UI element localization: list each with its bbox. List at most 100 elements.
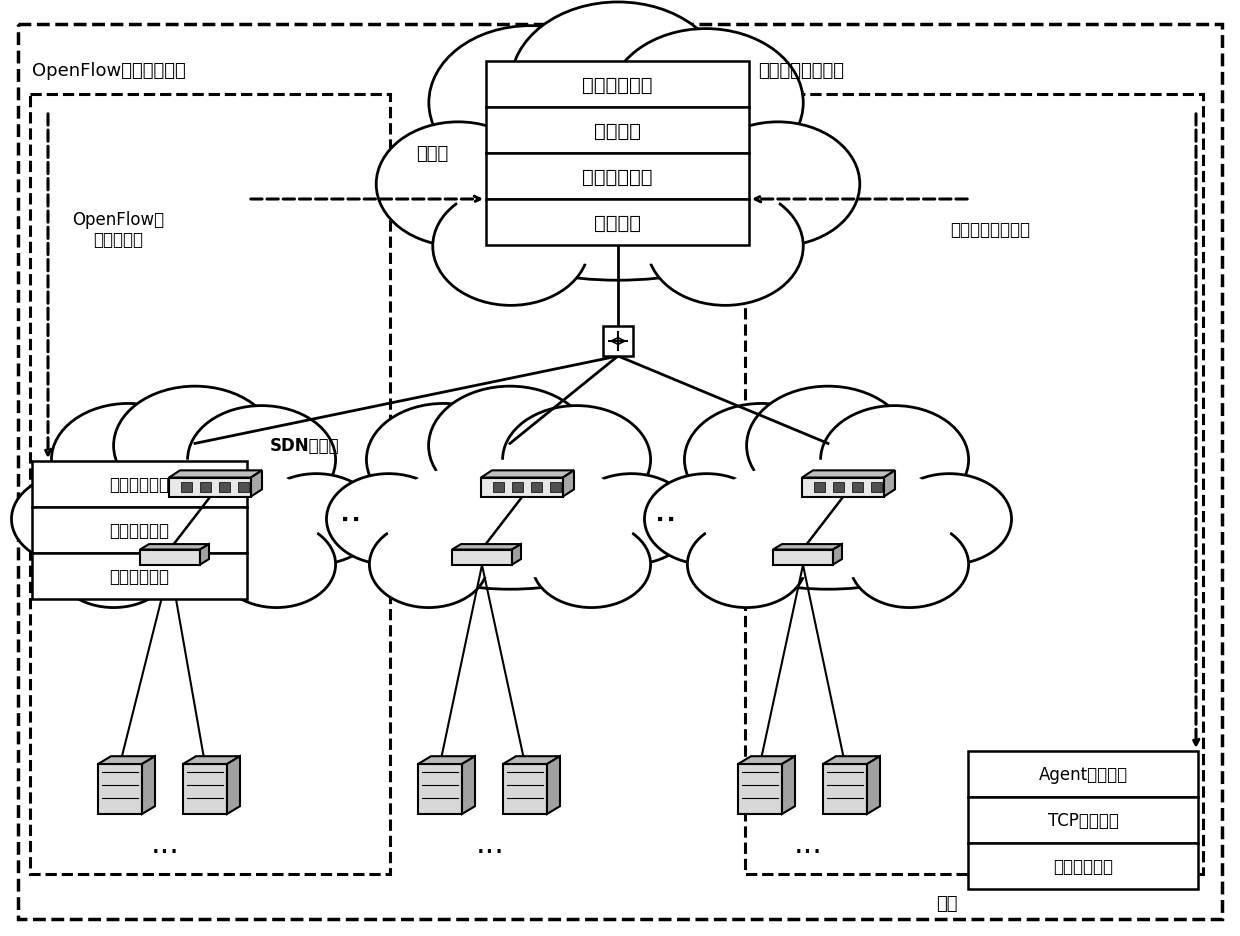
Bar bbox=[968, 752, 1198, 797]
Bar bbox=[219, 482, 229, 492]
Text: 拥塞状态触发: 拥塞状态触发 bbox=[109, 475, 170, 493]
Polygon shape bbox=[227, 756, 241, 814]
Polygon shape bbox=[884, 471, 895, 497]
Polygon shape bbox=[463, 756, 475, 814]
Ellipse shape bbox=[433, 188, 589, 306]
Text: 流量状态报文上报: 流量状态报文上报 bbox=[950, 221, 1030, 239]
Text: SDN交换机: SDN交换机 bbox=[270, 436, 340, 455]
Text: 流量选取: 流量选取 bbox=[594, 122, 641, 140]
Polygon shape bbox=[184, 756, 241, 764]
Bar bbox=[486, 108, 749, 154]
Bar bbox=[32, 461, 247, 507]
Ellipse shape bbox=[502, 406, 651, 514]
Bar bbox=[833, 482, 844, 492]
Bar bbox=[531, 482, 542, 492]
Bar bbox=[512, 482, 523, 492]
Ellipse shape bbox=[362, 449, 658, 590]
Ellipse shape bbox=[11, 475, 136, 564]
Ellipse shape bbox=[326, 475, 451, 564]
Text: 控速策略下发: 控速策略下发 bbox=[583, 76, 652, 95]
Ellipse shape bbox=[384, 461, 636, 578]
Polygon shape bbox=[503, 764, 547, 814]
Polygon shape bbox=[773, 545, 842, 550]
Ellipse shape bbox=[609, 30, 804, 178]
Ellipse shape bbox=[702, 461, 954, 578]
Text: OpenFlow控制报文下发: OpenFlow控制报文下发 bbox=[32, 62, 186, 80]
Text: 主机: 主机 bbox=[936, 894, 959, 912]
Text: 通信模块: 通信模块 bbox=[594, 213, 641, 232]
Bar bbox=[32, 553, 247, 599]
Ellipse shape bbox=[376, 123, 539, 247]
Polygon shape bbox=[802, 471, 895, 478]
Bar bbox=[486, 154, 749, 199]
Bar bbox=[852, 482, 863, 492]
Ellipse shape bbox=[47, 449, 343, 590]
Polygon shape bbox=[453, 550, 512, 565]
Text: 数据报文转发: 数据报文转发 bbox=[109, 567, 170, 585]
Text: 端口队列监测: 端口队列监测 bbox=[109, 521, 170, 539]
Polygon shape bbox=[140, 545, 210, 550]
Text: 拥塞状态收集: 拥塞状态收集 bbox=[583, 168, 652, 186]
Ellipse shape bbox=[453, 104, 784, 266]
Bar bbox=[813, 482, 825, 492]
Bar bbox=[968, 797, 1198, 843]
Polygon shape bbox=[453, 545, 521, 550]
Ellipse shape bbox=[217, 521, 336, 607]
Polygon shape bbox=[738, 764, 782, 814]
Polygon shape bbox=[512, 545, 521, 565]
Ellipse shape bbox=[187, 406, 336, 514]
Ellipse shape bbox=[55, 521, 172, 607]
Polygon shape bbox=[563, 471, 574, 497]
Polygon shape bbox=[200, 545, 210, 565]
Polygon shape bbox=[143, 756, 155, 814]
Ellipse shape bbox=[367, 404, 521, 517]
Ellipse shape bbox=[647, 188, 804, 306]
Polygon shape bbox=[802, 478, 884, 497]
Ellipse shape bbox=[645, 475, 769, 564]
Ellipse shape bbox=[851, 521, 968, 607]
Polygon shape bbox=[140, 550, 200, 565]
Polygon shape bbox=[169, 471, 262, 478]
Polygon shape bbox=[98, 756, 155, 764]
Polygon shape bbox=[833, 545, 842, 565]
Bar bbox=[486, 62, 749, 108]
Text: 数据报文注入: 数据报文注入 bbox=[1053, 857, 1114, 875]
Bar bbox=[494, 482, 503, 492]
Ellipse shape bbox=[532, 521, 651, 607]
Bar bbox=[968, 843, 1198, 889]
Bar bbox=[200, 482, 211, 492]
Polygon shape bbox=[823, 756, 880, 764]
Bar bbox=[32, 507, 247, 553]
Text: ...: ... bbox=[150, 829, 180, 858]
Ellipse shape bbox=[684, 404, 838, 517]
Ellipse shape bbox=[423, 89, 813, 281]
Polygon shape bbox=[782, 756, 795, 814]
Bar bbox=[238, 482, 249, 492]
Polygon shape bbox=[481, 471, 574, 478]
Polygon shape bbox=[503, 756, 560, 764]
Polygon shape bbox=[169, 478, 250, 497]
Bar bbox=[870, 482, 882, 492]
Ellipse shape bbox=[429, 26, 631, 181]
Polygon shape bbox=[738, 756, 795, 764]
Ellipse shape bbox=[370, 521, 487, 607]
Text: Agent通信模块: Agent通信模块 bbox=[1038, 766, 1127, 783]
Polygon shape bbox=[418, 756, 475, 764]
Text: OpenFlow状
态报文上报: OpenFlow状 态报文上报 bbox=[72, 211, 164, 249]
Polygon shape bbox=[184, 764, 227, 814]
Ellipse shape bbox=[569, 475, 693, 564]
Ellipse shape bbox=[680, 449, 976, 590]
Bar bbox=[745, 95, 1203, 874]
Ellipse shape bbox=[687, 521, 806, 607]
Polygon shape bbox=[867, 756, 880, 814]
Polygon shape bbox=[250, 471, 262, 497]
Polygon shape bbox=[98, 764, 143, 814]
Ellipse shape bbox=[746, 387, 909, 505]
Polygon shape bbox=[418, 764, 463, 814]
Ellipse shape bbox=[429, 387, 591, 505]
Polygon shape bbox=[547, 756, 560, 814]
Polygon shape bbox=[773, 550, 833, 565]
Ellipse shape bbox=[254, 475, 378, 564]
Bar bbox=[486, 199, 749, 246]
Polygon shape bbox=[823, 764, 867, 814]
